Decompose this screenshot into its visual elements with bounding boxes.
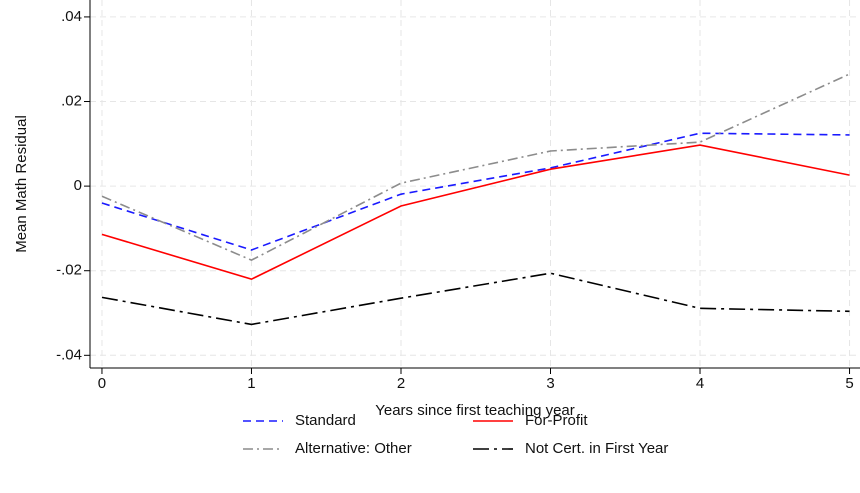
x-tick-label: 2 (397, 375, 405, 392)
series-line (101, 144, 850, 281)
x-tick-label: 3 (546, 375, 554, 392)
x-tick-label: 5 (845, 375, 853, 392)
legend-label: Not Cert. in First Year (525, 440, 668, 457)
x-tick-label: 0 (98, 375, 106, 392)
y-tick-label: -.04 (56, 346, 82, 363)
series-line (101, 272, 850, 326)
x-tick-label: 1 (247, 375, 255, 392)
legend-label: Standard (295, 412, 356, 429)
legend-label: For-Profit (525, 412, 588, 429)
legend-label: Alternative: Other (295, 440, 412, 457)
y-axis-title: Mean Math Residual (13, 115, 30, 253)
series-line (101, 73, 850, 262)
y-tick-label: 0 (74, 177, 82, 194)
y-tick-label: .02 (61, 92, 82, 109)
y-tick-label: -.02 (56, 262, 82, 279)
x-axis-title: Years since first teaching year (375, 402, 575, 419)
y-tick-label: .04 (61, 8, 82, 25)
series-line (101, 132, 850, 251)
x-tick-label: 4 (696, 375, 704, 392)
